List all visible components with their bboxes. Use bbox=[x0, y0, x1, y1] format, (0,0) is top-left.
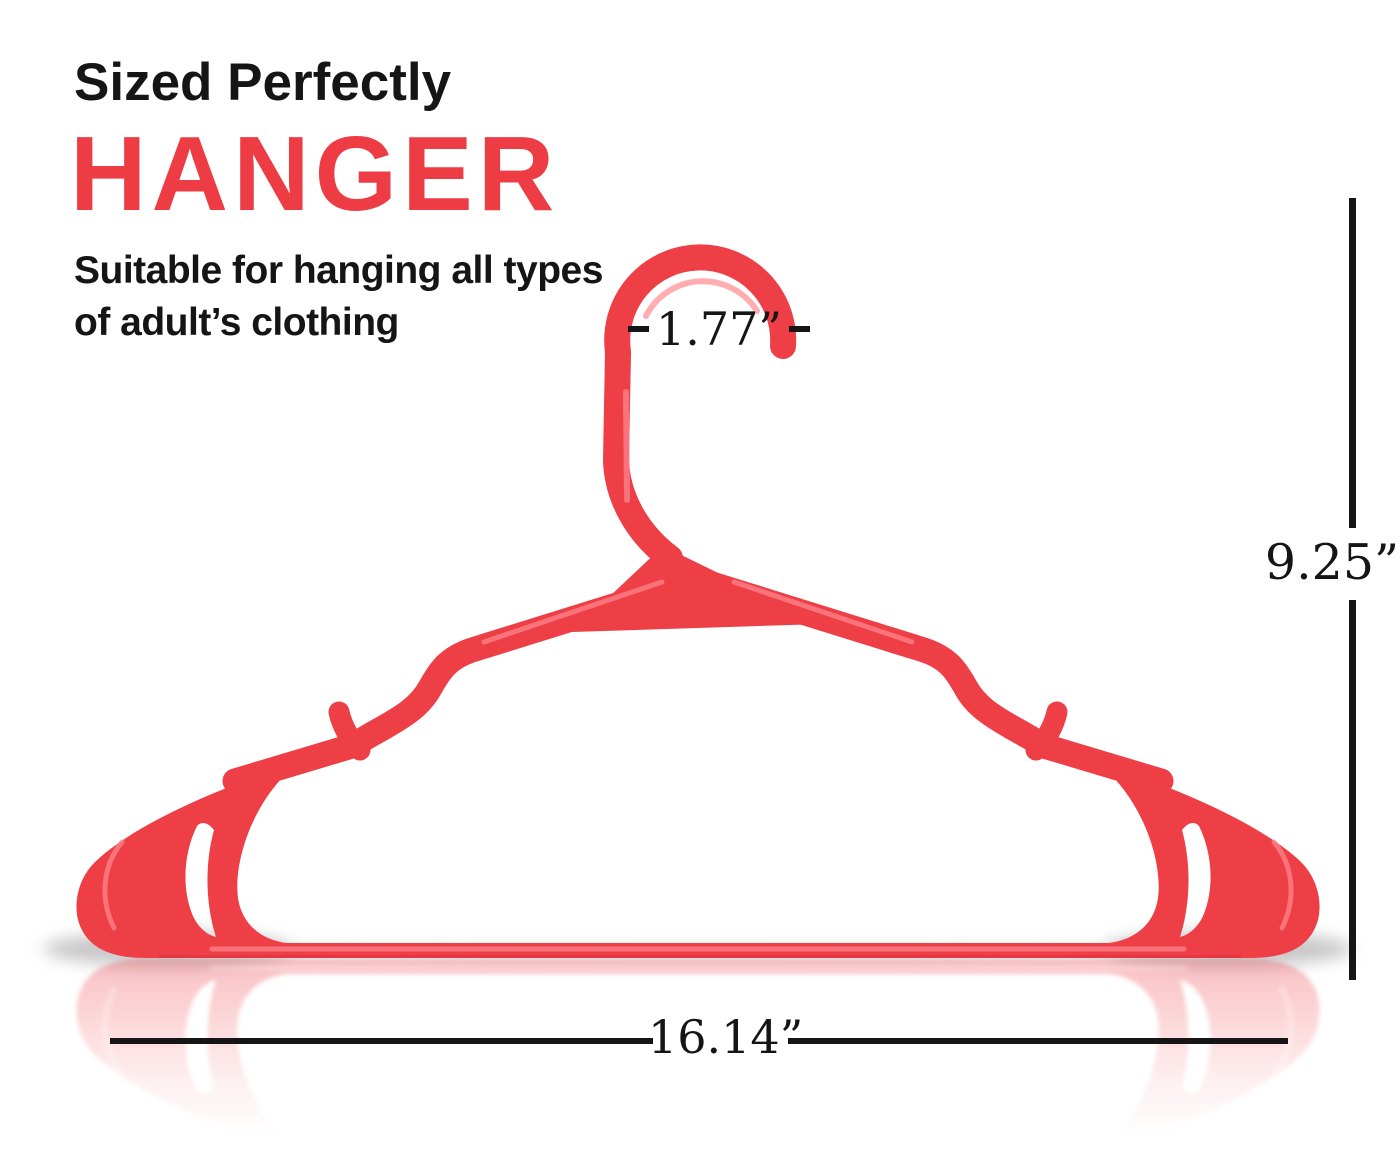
branding-block: Sized Perfectly HANGER Suitable for hang… bbox=[70, 53, 603, 349]
product-description: Suitable for hanging all types of adult’s… bbox=[74, 245, 603, 349]
hanger-width-label: 16.14” bbox=[648, 1010, 804, 1064]
hanger-reflection bbox=[76, 959, 1319, 1173]
height-dimension-line-top bbox=[1349, 198, 1356, 528]
dimension-tick-right bbox=[788, 326, 810, 332]
product-title: HANGER bbox=[70, 115, 560, 233]
description-line-1: Suitable for hanging all types bbox=[74, 249, 603, 292]
dimension-tick-left bbox=[628, 326, 649, 332]
height-dimension-line-bottom bbox=[1349, 600, 1356, 980]
description-line-2: of adult’s clothing bbox=[74, 300, 399, 344]
hook-width-label: 1.77” bbox=[656, 302, 782, 356]
width-dimension-line-right bbox=[788, 1038, 1288, 1044]
hook-width-dimension: 1.77” bbox=[628, 306, 810, 352]
width-dimension-line-left bbox=[110, 1038, 653, 1044]
hanger-height-label: 9.25” bbox=[1264, 534, 1400, 591]
tagline: Sized Perfectly bbox=[74, 53, 452, 112]
